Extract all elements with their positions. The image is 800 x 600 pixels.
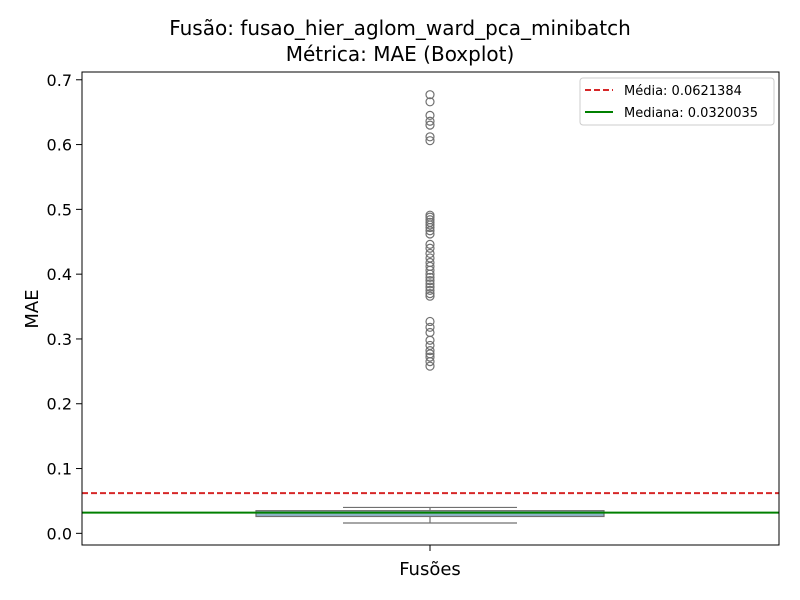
outlier-point bbox=[425, 210, 435, 220]
outlier-point bbox=[425, 229, 435, 239]
plot-frame bbox=[81, 71, 780, 546]
outlier-point bbox=[425, 90, 435, 100]
outlier-point bbox=[425, 361, 435, 371]
outlier-point bbox=[425, 352, 435, 362]
outlier-point bbox=[425, 257, 435, 268]
y-tick-label: 0.0 bbox=[47, 524, 72, 543]
outlier-point bbox=[425, 285, 435, 295]
outlier-point bbox=[425, 248, 435, 259]
legend-box bbox=[579, 77, 775, 126]
outlier-point bbox=[425, 243, 435, 253]
y-tick-label: 0.4 bbox=[47, 265, 72, 284]
outlier-point bbox=[425, 291, 435, 301]
outlier-point bbox=[425, 136, 435, 146]
y-ticks: 0.0 0.1 0.2 0.3 0.4 0.5 0.6 0.7 bbox=[47, 71, 82, 543]
outlier-point bbox=[425, 120, 435, 130]
outlier-point bbox=[425, 97, 435, 107]
outlier-point bbox=[425, 217, 435, 227]
y-axis-label: MAE bbox=[22, 289, 43, 328]
legend: Média: 0.0621384 Mediana: 0.0320035 bbox=[579, 77, 775, 126]
outlier-point bbox=[425, 215, 435, 225]
outlier-point bbox=[425, 116, 435, 126]
x-axis-label: Fusões bbox=[399, 559, 461, 580]
y-tick-label: 0.2 bbox=[47, 395, 72, 414]
outlier-points bbox=[425, 90, 435, 371]
outlier-point bbox=[425, 279, 435, 289]
outlier-point bbox=[425, 239, 435, 249]
outlier-point bbox=[425, 272, 435, 282]
outlier-point bbox=[425, 253, 435, 263]
legend-mean-label: Média: 0.0621384 bbox=[624, 84, 742, 99]
outlier-point bbox=[425, 322, 435, 332]
outlier-point bbox=[425, 327, 435, 338]
outlier-point bbox=[425, 316, 435, 327]
y-tick-label: 0.6 bbox=[47, 136, 72, 155]
outlier-point bbox=[425, 340, 435, 351]
y-tick-label: 0.7 bbox=[47, 71, 72, 90]
outlier-point bbox=[425, 110, 435, 121]
outlier-point bbox=[425, 282, 435, 292]
boxplot bbox=[255, 506, 605, 524]
y-tick-label: 0.1 bbox=[47, 460, 72, 479]
outlier-point bbox=[425, 132, 435, 142]
chart-title: Fusão: fusao_hier_aglom_ward_pca_minibat… bbox=[169, 16, 631, 40]
outlier-point bbox=[425, 335, 435, 345]
outlier-point bbox=[425, 276, 435, 286]
y-tick-label: 0.5 bbox=[47, 200, 72, 219]
outlier-point bbox=[425, 288, 435, 299]
outlier-point bbox=[425, 346, 435, 356]
y-tick-label: 0.3 bbox=[47, 330, 72, 349]
legend-median-label: Mediana: 0.0320035 bbox=[624, 106, 758, 121]
chart-subtitle: Métrica: MAE (Boxplot) bbox=[285, 42, 515, 66]
